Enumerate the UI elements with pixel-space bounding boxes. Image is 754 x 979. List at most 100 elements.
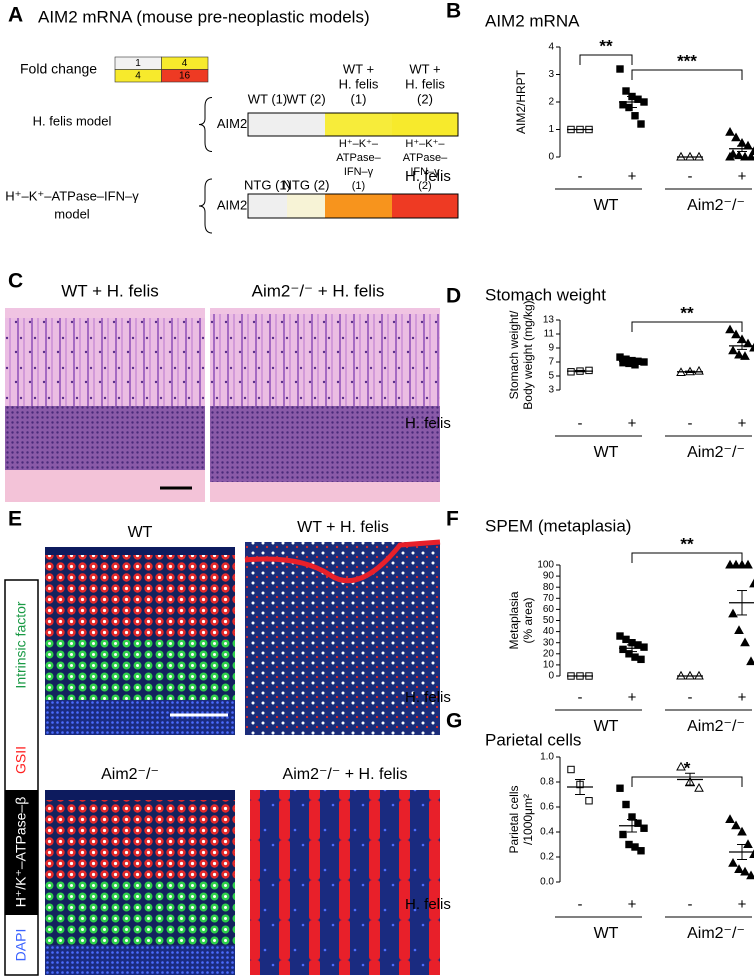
y-tick-label: 3 <box>548 69 554 80</box>
y-tick-label: 5 <box>548 371 554 382</box>
column-header: IFN–γ <box>344 166 374 178</box>
y-tick-label: 10 <box>543 660 555 671</box>
significance-label: ** <box>680 303 694 322</box>
x-tick-label: - <box>578 168 583 185</box>
y-tick-label: 7 <box>548 357 554 368</box>
data-point <box>694 783 704 792</box>
micrograph-cells <box>45 555 235 640</box>
row-label: AIM2 <box>217 116 247 131</box>
micrograph-nuclei <box>45 700 235 735</box>
x-tick-label: - <box>688 896 693 913</box>
column-header: NTG (2) <box>283 177 330 192</box>
data-point <box>749 578 754 588</box>
y-tick-label: 1.0 <box>540 752 554 763</box>
y-tick-label: 1 <box>548 124 554 135</box>
bracket <box>198 97 213 152</box>
group-label: Aim2⁻/⁻ <box>687 197 745 214</box>
data-point <box>585 366 593 375</box>
column-header: H⁺–K⁺– <box>405 138 445 150</box>
data-point <box>740 866 750 876</box>
image-caption: Aim2⁻/⁻ + H. felis <box>283 766 408 783</box>
model-label: model <box>54 206 90 221</box>
data-point <box>737 826 747 836</box>
data-point <box>725 127 735 136</box>
data-point <box>746 151 754 161</box>
x-tick-label: - <box>578 896 583 913</box>
column-header: H. felis <box>405 76 445 91</box>
group-label: WT <box>594 197 619 214</box>
column-header: (2) <box>418 180 431 192</box>
x-axis-label: H. felis <box>405 415 451 432</box>
column-header: H. felis <box>339 76 379 91</box>
significance-label: * <box>684 758 691 777</box>
data-point <box>637 120 645 128</box>
x-tick-label: + <box>628 896 637 913</box>
image-caption: WT + H. felis <box>297 519 389 536</box>
chart-title: SPEM (metaplasia) <box>485 516 631 535</box>
data-point <box>737 559 747 569</box>
data-point <box>728 345 738 355</box>
data-point <box>622 800 630 809</box>
column-header: IFN–γ <box>410 166 440 178</box>
data-point <box>616 65 624 73</box>
heatmap-frame <box>247 112 459 137</box>
panel-title: AIM2 mRNA (mouse pre-neoplastic models) <box>38 7 370 26</box>
data-point <box>740 351 750 360</box>
stain-label: GSII <box>13 746 29 774</box>
panel-label: G <box>446 710 462 733</box>
x-tick-label: - <box>578 415 583 432</box>
data-point <box>567 765 575 774</box>
x-tick-label: - <box>688 415 693 432</box>
y-tick-label: 0.2 <box>540 852 554 863</box>
significance-bracket <box>631 776 743 787</box>
column-header: NTG (1) <box>244 177 291 192</box>
data-point <box>631 653 639 661</box>
x-tick-label: - <box>688 168 693 185</box>
data-point <box>616 632 624 640</box>
column-header: WT (1) <box>248 91 287 106</box>
data-point <box>743 559 753 569</box>
data-point <box>731 820 741 830</box>
data-point <box>616 784 624 792</box>
significance-bracket <box>579 54 633 65</box>
y-tick-label: 80 <box>543 582 555 593</box>
column-header: WT + <box>409 61 440 76</box>
data-point <box>731 132 741 142</box>
chart-title: Stomach weight <box>485 285 606 304</box>
y-axis-label: (% area) <box>521 597 535 643</box>
data-point <box>740 637 750 647</box>
micrograph-surface <box>244 539 441 584</box>
legend-cell-label: 1 <box>135 58 141 69</box>
heatmap-cell <box>287 113 325 136</box>
y-tick-label: 0.8 <box>540 777 554 788</box>
significance-bracket <box>631 552 743 563</box>
data-point <box>731 559 741 569</box>
panel-label: E <box>8 508 22 531</box>
group-label: Aim2⁻/⁻ <box>687 718 745 735</box>
data-point <box>567 368 575 376</box>
y-tick-label: 0 <box>548 671 554 682</box>
data-point <box>734 864 744 873</box>
x-tick-label: + <box>738 896 747 913</box>
legend-cell-label: 4 <box>135 71 141 82</box>
x-axis-label: H. felis <box>405 896 451 913</box>
column-header: WT (2) <box>286 91 325 106</box>
data-point <box>734 150 744 160</box>
column-header: ATPase– <box>336 152 381 164</box>
stain-legend-band <box>5 790 38 915</box>
data-point <box>631 112 639 120</box>
heatmap-cell <box>392 194 458 218</box>
y-axis-label: /1000μm² <box>521 794 535 845</box>
heatmap-cell <box>248 194 287 218</box>
heatmap-frame <box>247 193 459 219</box>
group-label: Aim2⁻/⁻ <box>687 444 745 461</box>
panel-label: C <box>8 270 23 293</box>
micrograph <box>250 790 440 975</box>
micrograph-glands <box>5 318 205 406</box>
data-point <box>619 645 627 654</box>
bracket <box>198 178 213 234</box>
y-axis-label: Body weight (mg/kg) <box>521 300 535 409</box>
data-point <box>640 824 648 832</box>
legend-cell-label: 16 <box>179 71 191 82</box>
